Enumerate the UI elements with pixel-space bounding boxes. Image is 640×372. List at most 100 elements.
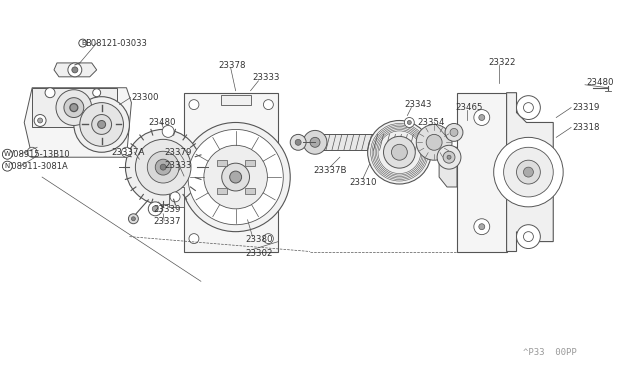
Circle shape xyxy=(407,121,412,125)
Text: 23300: 23300 xyxy=(131,93,159,102)
Polygon shape xyxy=(54,63,97,77)
Text: 23337A: 23337A xyxy=(111,148,145,157)
Text: N: N xyxy=(4,163,10,169)
Text: 23480: 23480 xyxy=(148,118,176,127)
Circle shape xyxy=(170,192,180,202)
Text: 23343: 23343 xyxy=(404,100,432,109)
Circle shape xyxy=(416,125,452,160)
Circle shape xyxy=(56,90,92,125)
Text: 23302: 23302 xyxy=(246,249,273,258)
Circle shape xyxy=(474,219,490,235)
Circle shape xyxy=(92,115,111,134)
Circle shape xyxy=(230,171,241,183)
Circle shape xyxy=(129,214,138,224)
Circle shape xyxy=(68,63,82,77)
Circle shape xyxy=(264,100,273,110)
Polygon shape xyxy=(439,147,457,187)
Circle shape xyxy=(80,103,124,146)
Circle shape xyxy=(131,217,136,221)
Circle shape xyxy=(524,167,533,177)
Text: N08911-3081A: N08911-3081A xyxy=(5,162,68,171)
Circle shape xyxy=(79,39,87,47)
Text: 23354: 23354 xyxy=(417,118,445,127)
Circle shape xyxy=(493,137,563,207)
Circle shape xyxy=(147,151,179,183)
Circle shape xyxy=(479,224,484,230)
Circle shape xyxy=(204,145,268,209)
Polygon shape xyxy=(221,95,250,105)
Circle shape xyxy=(152,206,158,212)
Text: 23310: 23310 xyxy=(350,177,377,186)
Text: W: W xyxy=(4,151,11,157)
Circle shape xyxy=(188,129,284,225)
Circle shape xyxy=(38,118,43,123)
Polygon shape xyxy=(169,187,184,207)
Text: 23319: 23319 xyxy=(572,103,600,112)
Text: 23318: 23318 xyxy=(572,123,600,132)
Text: 23337: 23337 xyxy=(153,217,180,226)
Circle shape xyxy=(404,118,414,128)
Circle shape xyxy=(45,88,55,98)
Circle shape xyxy=(264,234,273,244)
Polygon shape xyxy=(507,93,553,251)
Circle shape xyxy=(34,115,46,126)
Bar xyxy=(216,188,227,194)
Circle shape xyxy=(170,162,180,172)
Circle shape xyxy=(3,161,12,171)
Circle shape xyxy=(450,128,458,137)
Text: 23480: 23480 xyxy=(586,78,614,87)
Circle shape xyxy=(3,149,12,159)
Circle shape xyxy=(392,144,407,160)
Bar xyxy=(184,93,278,251)
Circle shape xyxy=(516,96,540,119)
Circle shape xyxy=(437,145,461,169)
Circle shape xyxy=(504,147,553,197)
Circle shape xyxy=(445,124,463,141)
Bar xyxy=(244,188,255,194)
Text: 23379: 23379 xyxy=(164,148,191,157)
Circle shape xyxy=(64,98,84,118)
Text: 23333: 23333 xyxy=(164,161,191,170)
Text: 23322: 23322 xyxy=(489,58,516,67)
Polygon shape xyxy=(169,157,184,177)
Circle shape xyxy=(383,137,415,168)
Circle shape xyxy=(160,164,166,170)
Text: 23333: 23333 xyxy=(253,73,280,82)
Circle shape xyxy=(70,104,78,112)
Circle shape xyxy=(426,134,442,150)
Circle shape xyxy=(148,202,162,216)
Circle shape xyxy=(290,134,306,150)
Circle shape xyxy=(516,160,540,184)
Circle shape xyxy=(295,140,301,145)
Text: 23339: 23339 xyxy=(153,205,180,214)
Polygon shape xyxy=(24,88,131,157)
Circle shape xyxy=(189,100,199,110)
Circle shape xyxy=(181,122,290,232)
Circle shape xyxy=(221,163,250,191)
Bar xyxy=(244,160,255,166)
Circle shape xyxy=(125,129,201,205)
Circle shape xyxy=(447,155,451,159)
Circle shape xyxy=(189,234,199,244)
Polygon shape xyxy=(32,88,116,128)
Circle shape xyxy=(516,225,540,248)
Circle shape xyxy=(98,121,106,128)
Bar xyxy=(457,93,507,251)
Text: W08915-13B10: W08915-13B10 xyxy=(5,150,70,159)
Text: B08121-03033: B08121-03033 xyxy=(84,39,147,48)
Circle shape xyxy=(74,97,129,152)
Text: 23337B: 23337B xyxy=(313,166,346,174)
Circle shape xyxy=(72,67,78,73)
Text: B: B xyxy=(81,40,86,46)
Circle shape xyxy=(303,131,327,154)
Circle shape xyxy=(524,232,533,241)
Circle shape xyxy=(524,103,533,113)
Bar xyxy=(216,160,227,166)
Circle shape xyxy=(93,89,100,97)
Bar xyxy=(315,134,434,150)
Circle shape xyxy=(122,147,131,157)
Circle shape xyxy=(479,115,484,121)
Circle shape xyxy=(367,121,431,184)
Circle shape xyxy=(162,125,174,137)
Circle shape xyxy=(136,140,191,195)
